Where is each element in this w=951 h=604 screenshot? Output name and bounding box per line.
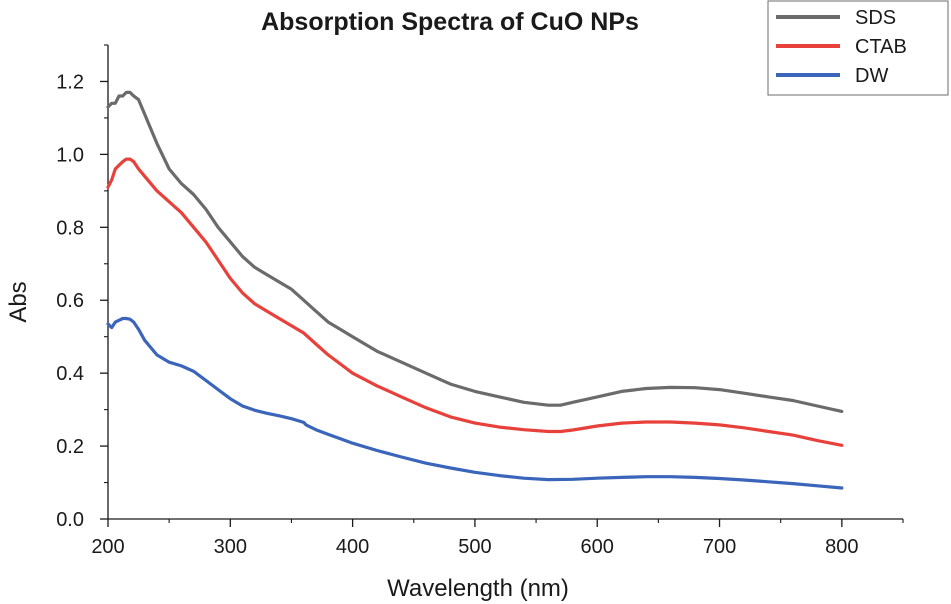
y-tick-label: 1.2 [56, 71, 84, 93]
y-axis-title: Abs [5, 281, 32, 322]
series-line-ctab [106, 157, 844, 447]
x-axis-title: Wavelength (nm) [387, 575, 569, 602]
axes: 0.0 0.2 0.4 0.6 0.8 1.0 1.2 200 300 400 500 600 700 8… [56, 44, 904, 558]
series-line-sds [106, 90, 844, 413]
x-tick-label: 700 [703, 536, 736, 558]
series-line-dw [106, 316, 844, 490]
y-tick-label: 0.8 [56, 217, 84, 239]
legend: SDS CTAB DW [767, 0, 949, 96]
x-tick-label: 500 [458, 536, 491, 558]
y-tick-label: 0.2 [56, 436, 84, 458]
x-tick-label: 600 [581, 536, 614, 558]
plot-area [106, 90, 844, 490]
x-tick-label: 800 [825, 536, 858, 558]
y-tick-label: 0.0 [56, 509, 84, 531]
x-tick-label: 200 [91, 536, 124, 558]
x-tick-label: 300 [214, 536, 247, 558]
y-tick-label: 0.6 [56, 290, 84, 312]
legend-label-dw: DW [855, 65, 888, 87]
y-tick-label: 0.4 [56, 363, 84, 385]
chart-title: Absorption Spectra of CuO NPs [261, 8, 639, 36]
legend-label-ctab: CTAB [855, 36, 907, 58]
y-tick-label: 1.0 [56, 144, 84, 166]
legend-label-sds: SDS [855, 7, 896, 29]
x-tick-label: 400 [336, 536, 369, 558]
